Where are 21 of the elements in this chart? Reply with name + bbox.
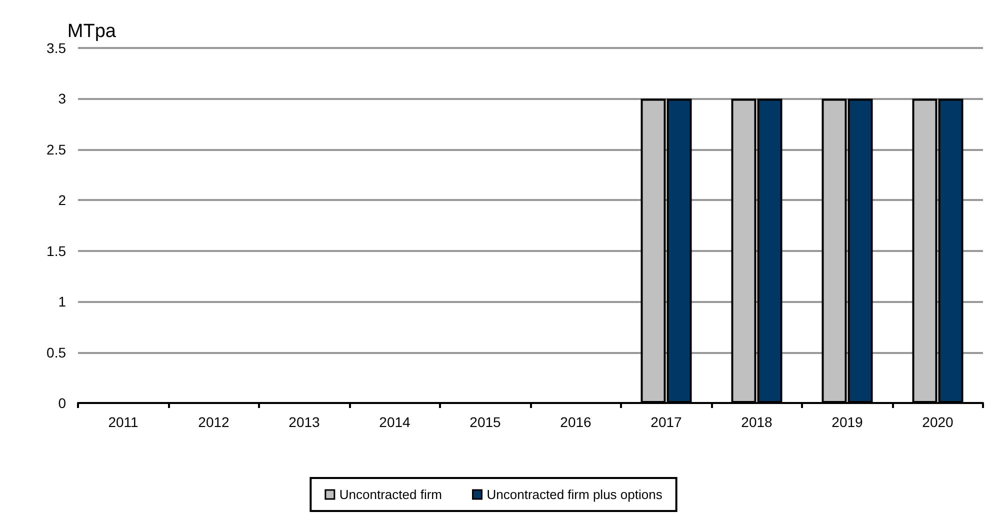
x-tick-label: 2015: [470, 414, 502, 430]
y-tick-label: 3.5: [46, 40, 66, 56]
x-tick-label: 2012: [198, 414, 230, 430]
y-tick-label: 3: [58, 90, 66, 107]
x-tick-label: 2020: [922, 414, 954, 430]
x-tick-label: 2018: [741, 414, 773, 430]
y-tick-label: 2.5: [46, 141, 66, 158]
y-tick-label: 1.5: [46, 242, 66, 259]
y-axis-title: MTpa: [67, 21, 116, 42]
x-tick-label: 2016: [560, 414, 592, 430]
x-tick-label: 2011: [108, 414, 139, 430]
legend-label: Uncontracted firm: [339, 487, 442, 502]
y-tick-label: 0: [58, 395, 66, 411]
x-tick-label: 2017: [650, 414, 682, 430]
x-tick-label: 2019: [832, 414, 864, 430]
y-tick-label: 0.5: [46, 344, 66, 360]
x-tick-label: 2014: [379, 414, 411, 430]
y-tick-label: 1: [58, 294, 66, 310]
y-tick-label: 2: [58, 192, 66, 208]
legend-label: Uncontracted firm plus options: [486, 487, 663, 502]
x-tick-label: 2013: [288, 414, 320, 430]
